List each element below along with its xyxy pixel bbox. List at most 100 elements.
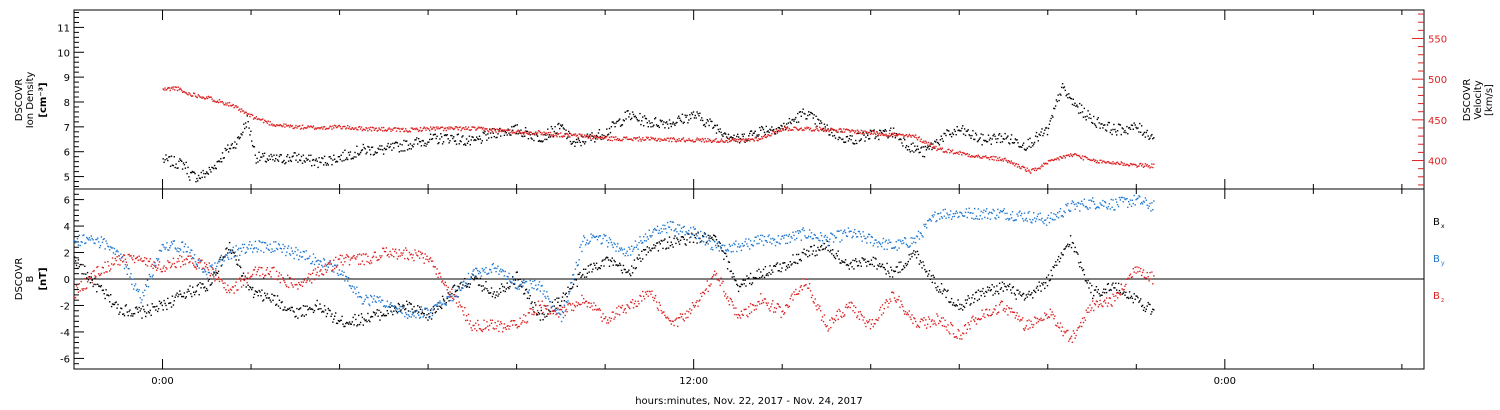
data-point: [777, 235, 779, 237]
data-point: [455, 290, 458, 292]
data-point: [1128, 291, 1131, 293]
data-point: [80, 280, 82, 283]
data-point: [561, 311, 564, 313]
data-point: [525, 132, 528, 134]
data-point: [967, 155, 969, 158]
data-point: [773, 239, 775, 241]
data-point: [810, 112, 813, 114]
data-point: [202, 96, 204, 98]
data-point: [573, 134, 576, 136]
data-point: [1110, 162, 1112, 164]
data-point: [738, 285, 741, 288]
data-point: [1081, 203, 1084, 205]
data-point: [944, 208, 946, 211]
data-point: [112, 264, 115, 266]
data-point: [773, 265, 776, 267]
data-point: [500, 135, 502, 137]
data-point: [704, 244, 707, 246]
data-point: [526, 291, 529, 293]
data-point: [935, 145, 937, 148]
data-point: [806, 126, 808, 128]
data-point: [887, 270, 889, 272]
data-point: [346, 157, 348, 159]
data-point: [918, 151, 920, 154]
data-point: [668, 119, 671, 121]
data-point: [1011, 162, 1013, 164]
data-point: [259, 241, 261, 243]
data-point: [923, 146, 925, 148]
data-point: [839, 137, 841, 139]
data-point: [354, 151, 356, 154]
data-point: [452, 137, 454, 140]
data-point: [182, 251, 185, 253]
data-point: [1045, 127, 1048, 129]
data-point: [1075, 203, 1077, 205]
data-point: [252, 118, 255, 120]
data-point: [182, 162, 185, 164]
data-point: [131, 313, 133, 315]
data-point: [966, 152, 968, 155]
data-point: [973, 301, 975, 304]
data-point: [324, 263, 327, 265]
data-point: [775, 128, 778, 130]
data-point: [496, 136, 498, 139]
data-point: [328, 263, 330, 265]
data-point: [1080, 157, 1083, 160]
data-point: [167, 87, 169, 89]
data-point: [595, 262, 598, 264]
data-point: [517, 129, 519, 131]
data-point: [556, 136, 558, 138]
data-point: [355, 318, 357, 321]
data-point: [679, 239, 682, 241]
data-point: [815, 250, 817, 252]
data-point: [1077, 106, 1079, 108]
data-point: [589, 137, 591, 139]
data-point: [950, 151, 953, 153]
data-point: [715, 132, 718, 134]
data-point: [873, 131, 875, 133]
data-point: [476, 136, 478, 138]
data-point: [176, 261, 178, 263]
data-point: [1104, 201, 1107, 204]
data-point: [1137, 127, 1139, 129]
data-point: [809, 236, 812, 238]
data-point: [1032, 145, 1034, 147]
data-point: [419, 127, 422, 129]
data-point: [332, 125, 334, 127]
data-point: [750, 243, 753, 246]
data-point: [122, 260, 125, 262]
data-point: [102, 289, 104, 291]
data-point: [1127, 206, 1129, 208]
data-point: [216, 272, 219, 274]
data-point: [694, 236, 696, 239]
data-point: [763, 236, 766, 238]
data-point: [619, 118, 621, 120]
data-point: [891, 133, 893, 135]
data-point: [1113, 287, 1115, 289]
data-point: [557, 301, 559, 303]
data-point: [198, 95, 200, 97]
data-point: [540, 140, 542, 142]
data-point: [411, 308, 413, 310]
data-point: [1138, 301, 1140, 303]
data-point: [963, 128, 966, 130]
data-point: [285, 123, 287, 125]
data-point: [901, 134, 903, 136]
data-point: [534, 302, 536, 304]
data-point: [532, 306, 534, 309]
data-point: [773, 132, 776, 134]
data-point: [769, 128, 771, 130]
data-point: [305, 127, 307, 129]
data-point: [609, 139, 612, 142]
data-point: [1092, 197, 1094, 199]
data-point: [772, 130, 774, 133]
data-point: [347, 323, 350, 325]
data-point: [523, 133, 525, 135]
data-point: [957, 299, 959, 301]
data-point: [453, 128, 455, 131]
data-point: [416, 137, 418, 139]
data-point: [932, 143, 934, 145]
data-point: [960, 307, 962, 310]
data-point: [910, 253, 912, 255]
data-point: [925, 223, 927, 225]
